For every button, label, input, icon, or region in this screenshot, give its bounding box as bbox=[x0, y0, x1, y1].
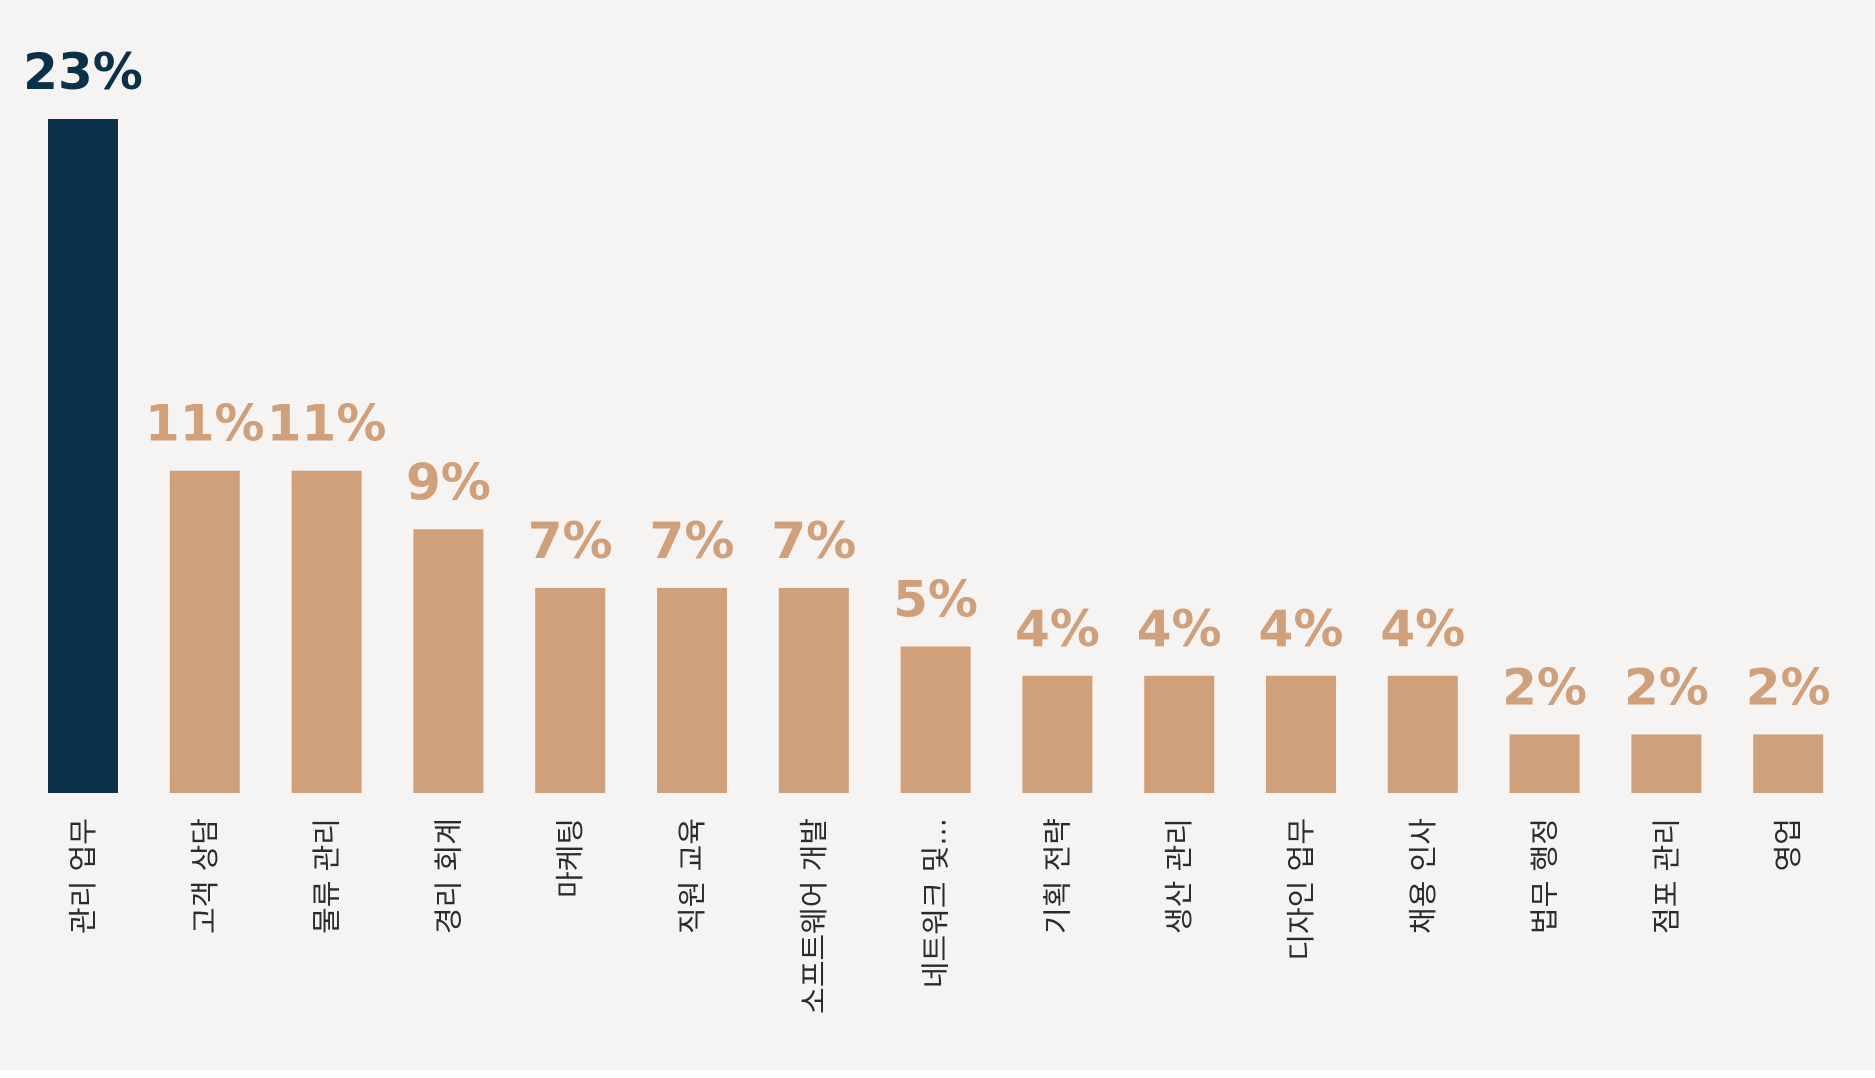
category-label-3: 물류 관리 bbox=[310, 818, 344, 934]
value-label-10: 4% bbox=[1137, 600, 1222, 658]
category-label-1: 관리 업무 bbox=[66, 818, 100, 934]
bar-9 bbox=[1022, 675, 1093, 793]
bar-15 bbox=[1753, 734, 1824, 793]
category-label-14: 점포 관리 bbox=[1649, 818, 1683, 934]
bar-1 bbox=[48, 119, 118, 793]
value-label-6: 7% bbox=[650, 512, 735, 570]
value-label-3: 11% bbox=[267, 395, 387, 453]
bar-4 bbox=[413, 529, 484, 793]
value-label-11: 4% bbox=[1259, 600, 1344, 658]
bar-7 bbox=[778, 587, 849, 793]
bar-5 bbox=[535, 587, 606, 793]
value-label-8: 5% bbox=[893, 571, 978, 629]
category-label-6: 직원 교육 bbox=[675, 818, 709, 934]
value-label-15: 2% bbox=[1746, 658, 1831, 716]
category-label-2: 고객 상담 bbox=[188, 818, 222, 934]
bar-11 bbox=[1266, 675, 1336, 793]
bar-14 bbox=[1631, 734, 1702, 793]
value-label-2: 11% bbox=[145, 395, 265, 453]
category-label-10: 생산 관리 bbox=[1162, 818, 1196, 934]
bar-10 bbox=[1144, 675, 1215, 793]
bar-12 bbox=[1387, 675, 1458, 793]
bar-2 bbox=[169, 470, 240, 793]
bar-3 bbox=[291, 470, 362, 793]
value-label-13: 2% bbox=[1502, 658, 1587, 716]
category-label-11: 디자인 업무 bbox=[1284, 818, 1318, 961]
category-label-15: 영업 bbox=[1771, 818, 1805, 871]
category-label-12: 채용 인사 bbox=[1406, 818, 1440, 934]
category-label-7: 소프트웨어 개발 bbox=[797, 818, 831, 1014]
value-label-5: 7% bbox=[528, 512, 613, 570]
category-label-9: 기획 전략 bbox=[1040, 818, 1074, 934]
category-label-5: 마케팅 bbox=[553, 818, 587, 898]
category-label-13: 법무 행정 bbox=[1528, 818, 1562, 934]
bar-8 bbox=[900, 646, 971, 793]
value-label-1: 23% bbox=[23, 43, 143, 101]
bar-13 bbox=[1509, 734, 1580, 793]
bar-6 bbox=[657, 587, 727, 793]
category-label-8: 네트워크 및... bbox=[919, 818, 953, 988]
value-label-9: 4% bbox=[1015, 600, 1100, 658]
category-label-4: 경리 회계 bbox=[431, 818, 465, 934]
value-label-14: 2% bbox=[1624, 658, 1709, 716]
value-label-7: 7% bbox=[771, 512, 856, 570]
value-label-12: 4% bbox=[1380, 600, 1465, 658]
value-label-4: 9% bbox=[406, 453, 491, 511]
